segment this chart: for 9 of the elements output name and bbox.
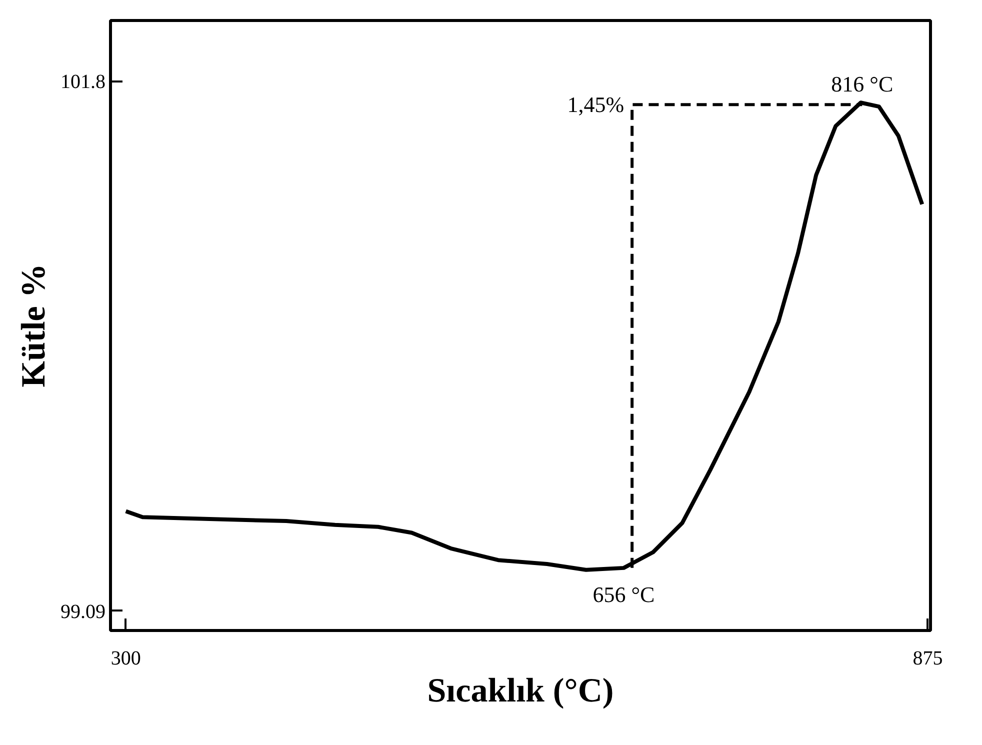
y-tick-label: 99.09 — [60, 600, 106, 623]
y-tick-label: 101.8 — [60, 71, 106, 94]
annotation: 816 °C — [831, 72, 894, 97]
annotation: 656 °C — [592, 582, 655, 607]
x-tick-label: 300 — [110, 648, 141, 670]
y-axis-title: Kütle % — [16, 264, 52, 388]
x-axis-title: Sıcaklık (°C) — [427, 672, 614, 710]
annotation: 1,45% — [567, 92, 624, 118]
x-tick-label: 875 — [912, 648, 943, 670]
